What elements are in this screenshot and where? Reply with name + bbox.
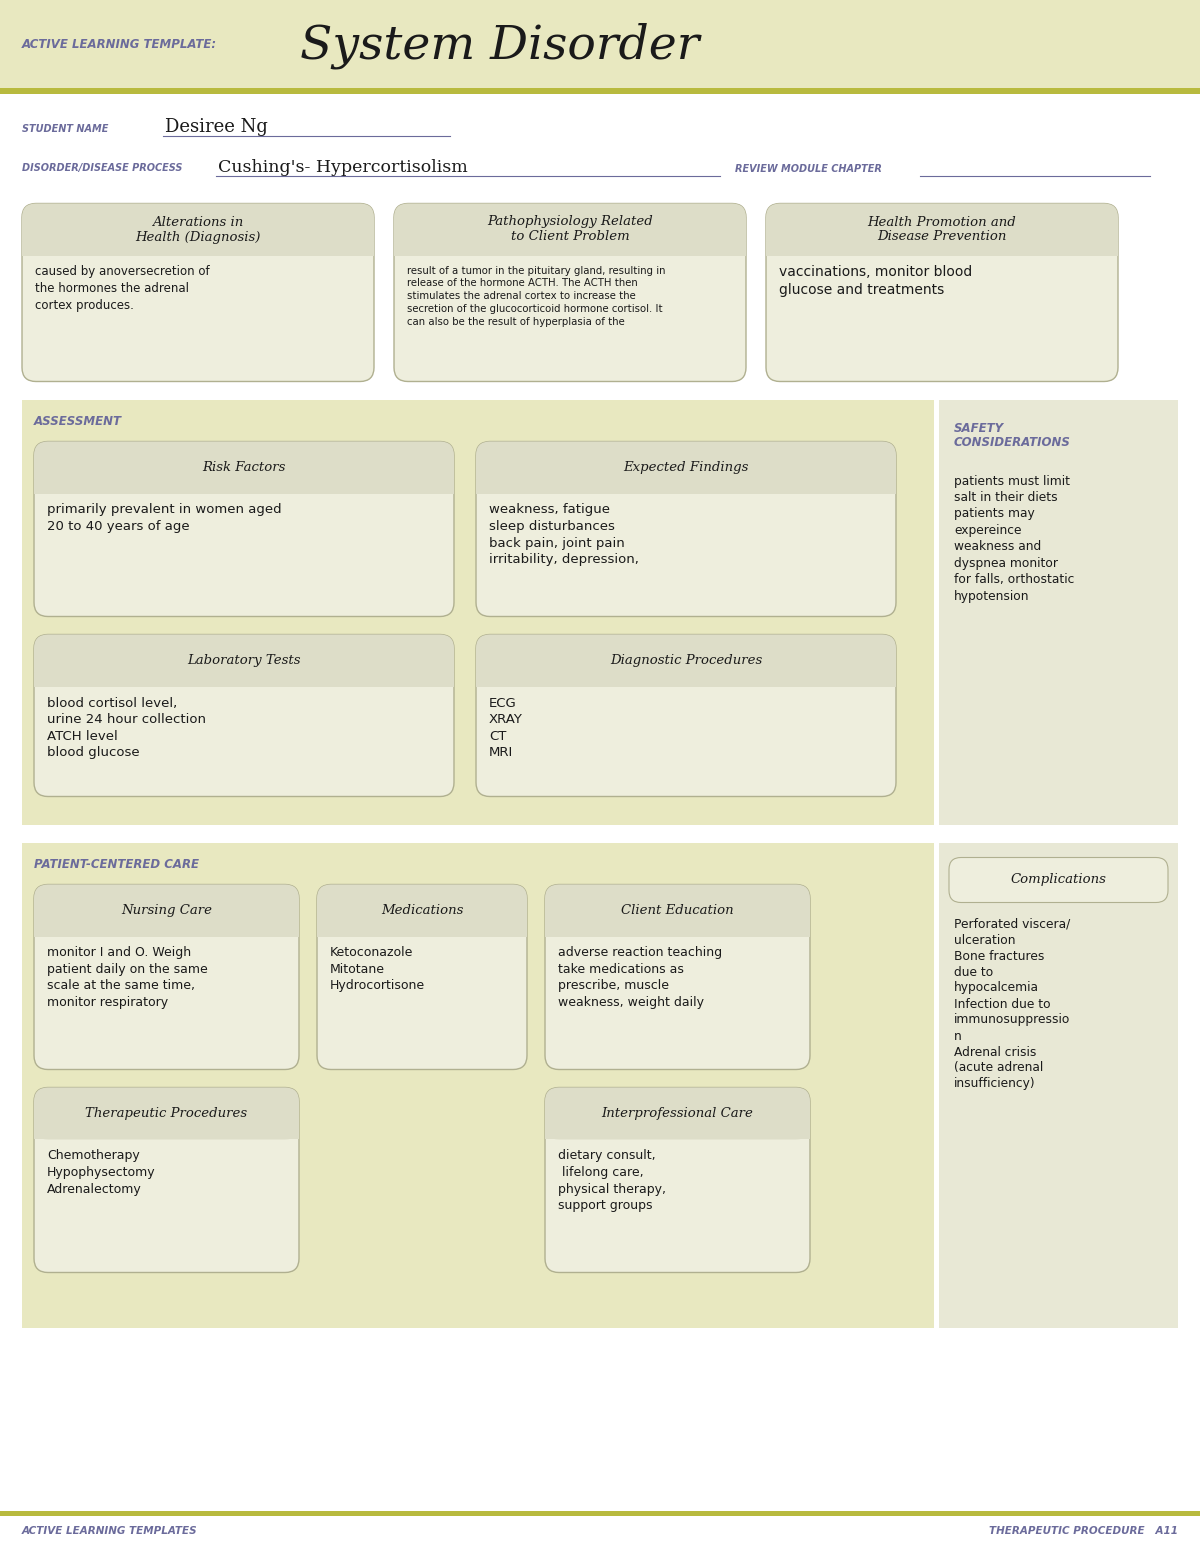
Bar [476,480,896,494]
Text: Medications: Medications [380,904,463,916]
FancyBboxPatch shape [766,203,1118,256]
Bar [34,672,454,686]
FancyBboxPatch shape [34,1087,299,1272]
Bar [766,242,1118,256]
FancyBboxPatch shape [22,203,374,256]
Text: STUDENT NAME: STUDENT NAME [22,124,108,134]
FancyBboxPatch shape [766,203,1118,382]
FancyBboxPatch shape [317,885,527,936]
FancyBboxPatch shape [394,203,746,382]
Text: weakness, fatigue
sleep disturbances
back pain, joint pain
irritability, depress: weakness, fatigue sleep disturbances bac… [490,503,638,565]
FancyBboxPatch shape [22,203,374,382]
FancyBboxPatch shape [34,635,454,686]
Text: Chemotherapy
Hypophysectomy
Adrenalectomy: Chemotherapy Hypophysectomy Adrenalectom… [47,1149,156,1196]
FancyBboxPatch shape [34,441,454,494]
Text: DISORDER/DISEASE PROCESS: DISORDER/DISEASE PROCESS [22,163,182,174]
Text: Risk Factors: Risk Factors [203,461,286,474]
FancyBboxPatch shape [545,1087,810,1272]
Text: dietary consult,
 lifelong care,
physical therapy,
support groups: dietary consult, lifelong care, physical… [558,1149,666,1211]
FancyBboxPatch shape [545,885,810,936]
Text: REVIEW MODULE CHAPTER: REVIEW MODULE CHAPTER [734,163,882,174]
Text: Laboratory Tests: Laboratory Tests [187,654,301,666]
FancyBboxPatch shape [545,885,810,1070]
Text: SAFETY
CONSIDERATIONS: SAFETY CONSIDERATIONS [954,421,1070,449]
Text: Pathophysiology Related
to Client Problem: Pathophysiology Related to Client Proble… [487,216,653,244]
Text: vaccinations, monitor blood
glucose and treatments: vaccinations, monitor blood glucose and … [779,266,972,297]
Text: Diagnostic Procedures: Diagnostic Procedures [610,654,762,666]
Text: patients must limit
salt in their diets
patients may
expereince
weakness and
dys: patients must limit salt in their diets … [954,475,1074,603]
Text: Complications: Complications [1010,873,1106,887]
FancyBboxPatch shape [34,1087,299,1140]
Text: Perforated viscera/
ulceration
Bone fractures
due to
hypocalcemia
Infection due : Perforated viscera/ ulceration Bone frac… [954,918,1070,1090]
Text: ASSESSMENT: ASSESSMENT [34,415,122,429]
Text: ACTIVE LEARNING TEMPLATES: ACTIVE LEARNING TEMPLATES [22,1527,198,1536]
Text: THERAPEUTIC PROCEDURE   A11: THERAPEUTIC PROCEDURE A11 [989,1527,1178,1536]
Text: Therapeutic Procedures: Therapeutic Procedures [85,1107,247,1120]
Bar [476,672,896,686]
Text: Interprofessional Care: Interprofessional Care [601,1107,754,1120]
FancyBboxPatch shape [476,441,896,617]
FancyBboxPatch shape [34,441,454,617]
Text: Ketoconazole
Mitotane
Hydrocortisone: Ketoconazole Mitotane Hydrocortisone [330,946,425,992]
Text: blood cortisol level,
urine 24 hour collection
ATCH level
blood glucose: blood cortisol level, urine 24 hour coll… [47,696,206,759]
Text: Cushing's- Hypercortisolism: Cushing's- Hypercortisolism [218,158,468,175]
FancyBboxPatch shape [394,203,746,256]
Bar [34,922,299,936]
Text: Desiree Ng: Desiree Ng [166,118,268,135]
Bar [0,0,1200,89]
Bar [22,842,934,1328]
Bar [940,399,1178,825]
FancyBboxPatch shape [949,857,1168,902]
Text: adverse reaction teaching
take medications as
prescribe, muscle
weakness, weight: adverse reaction teaching take medicatio… [558,946,722,1009]
Text: Expected Findings: Expected Findings [623,461,749,474]
FancyBboxPatch shape [476,441,896,494]
Text: caused by anoversecretion of
the hormones the adrenal
cortex produces.: caused by anoversecretion of the hormone… [35,266,210,312]
Text: monitor I and O. Weigh
patient daily on the same
scale at the same time,
monitor: monitor I and O. Weigh patient daily on … [47,946,208,1009]
Bar [317,922,527,936]
Bar [940,842,1178,1328]
FancyBboxPatch shape [476,635,896,797]
Text: Client Education: Client Education [622,904,734,916]
FancyBboxPatch shape [34,885,299,936]
Bar [34,1126,299,1140]
Text: System Disorder: System Disorder [300,23,700,70]
Bar [0,1511,1200,1516]
Text: ECG
XRAY
CT
MRI: ECG XRAY CT MRI [490,696,523,759]
FancyBboxPatch shape [317,885,527,1070]
FancyBboxPatch shape [476,635,896,686]
Bar [394,242,746,256]
Bar [545,1126,810,1140]
FancyBboxPatch shape [34,885,299,1070]
Bar [34,480,454,494]
Text: Health Promotion and
Disease Prevention: Health Promotion and Disease Prevention [868,216,1016,244]
Bar [0,89,1200,93]
Bar [22,242,374,256]
Text: result of a tumor in the pituitary gland, resulting in
release of the hormone AC: result of a tumor in the pituitary gland… [407,266,666,326]
FancyBboxPatch shape [34,635,454,797]
FancyBboxPatch shape [545,1087,810,1140]
Bar [545,922,810,936]
Text: ACTIVE LEARNING TEMPLATE:: ACTIVE LEARNING TEMPLATE: [22,37,217,51]
Text: PATIENT-CENTERED CARE: PATIENT-CENTERED CARE [34,857,199,871]
Bar [22,399,934,825]
Text: Alterations in
Health (Diagnosis): Alterations in Health (Diagnosis) [136,216,260,244]
Text: Nursing Care: Nursing Care [121,904,212,916]
Text: primarily prevalent in women aged
20 to 40 years of age: primarily prevalent in women aged 20 to … [47,503,282,533]
